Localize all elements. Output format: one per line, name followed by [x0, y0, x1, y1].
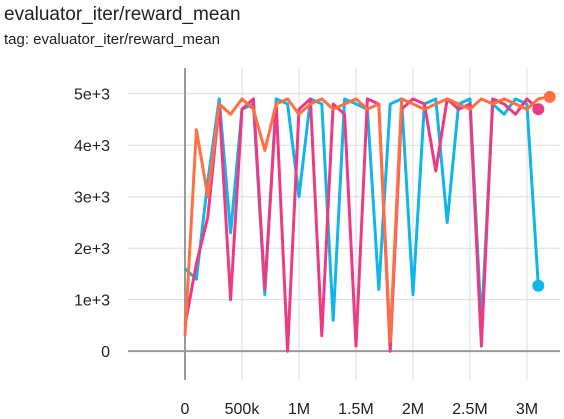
- chart-title: evaluator_iter/reward_mean: [4, 4, 241, 25]
- y-tick-label: 3e+3: [74, 190, 110, 207]
- x-tick-label: 2M: [402, 401, 424, 418]
- series-line: [183, 97, 540, 353]
- y-tick-label: 1e+3: [74, 293, 110, 310]
- y-tick-label: 4e+3: [74, 138, 110, 155]
- y-tick-label: 2e+3: [74, 241, 110, 258]
- end-point: [532, 279, 545, 292]
- y-tick-label: 0: [101, 344, 110, 361]
- y-tick-label: 5e+3: [74, 87, 110, 104]
- chart-subtitle: tag: evaluator_iter/reward_mean: [4, 31, 220, 48]
- x-tick-label: 3M: [516, 401, 538, 418]
- x-tick-label: 2.5M: [452, 401, 488, 418]
- end-point: [543, 90, 556, 103]
- end-point: [532, 103, 545, 116]
- x-tick-label: 500k: [225, 401, 261, 418]
- x-tick-label: 0: [181, 401, 190, 418]
- x-tick-label: 1M: [288, 401, 310, 418]
- x-tick-label: 1.5M: [338, 401, 374, 418]
- series-line: [183, 95, 550, 343]
